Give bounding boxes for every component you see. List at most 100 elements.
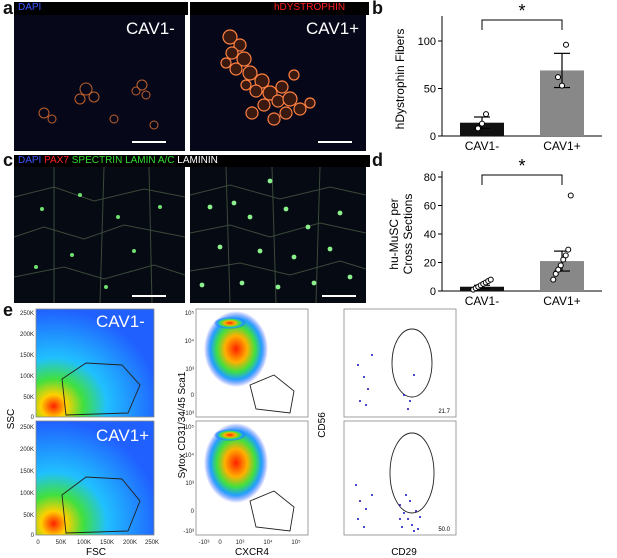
panel-label-d: d bbox=[372, 150, 383, 170]
ssc-tick: 0 bbox=[31, 533, 35, 539]
panel-label-c: c bbox=[3, 150, 14, 170]
cxcr4-axis-label: CXCR4 bbox=[235, 547, 269, 558]
scale-bar bbox=[322, 295, 356, 297]
fsc-tick: 250K bbox=[145, 540, 159, 546]
satellite-image-c-left bbox=[14, 167, 185, 303]
data-point bbox=[552, 270, 559, 277]
gate-value-bottom: 50.0 bbox=[438, 527, 450, 533]
ssc-tick: 50K bbox=[23, 513, 34, 519]
log-tick: -10³ bbox=[183, 411, 194, 417]
log-tick: 10⁵ bbox=[185, 310, 195, 317]
data-point bbox=[555, 74, 561, 81]
log-tick: 10⁴ bbox=[185, 452, 195, 459]
y-tick-label: 60 bbox=[424, 201, 436, 213]
fibers-image-a-right bbox=[190, 15, 366, 151]
chart-b: 0 50 100 hDystrophin Fibers CAV1- CAV1+ * bbox=[393, 1, 602, 153]
ssc-tick: 200K bbox=[20, 447, 34, 453]
stain-legend-a-right: hDYSTROPHIN bbox=[190, 2, 369, 15]
y-axis-label: hu-MuSC perCross Sections bbox=[387, 194, 415, 275]
stain-c-0: DAPI bbox=[18, 155, 42, 166]
fsc-tick: 50K bbox=[56, 540, 67, 546]
ssc-tick: 150K bbox=[20, 469, 34, 475]
fsc-tick: 150K bbox=[100, 540, 114, 546]
log-tick: -10³ bbox=[183, 529, 194, 535]
ssc-tick: 150K bbox=[20, 353, 34, 359]
data-point bbox=[483, 111, 489, 118]
ssc-tick: 0 bbox=[31, 415, 35, 421]
panel-label-b: b bbox=[372, 0, 383, 18]
panel-label-e: e bbox=[3, 300, 14, 320]
cxcr4-tick: 0 bbox=[218, 540, 222, 546]
x-tick-label: CAV1+ bbox=[543, 139, 580, 153]
stain-dapi-label: DAPI bbox=[18, 2, 42, 13]
panel-label-a: a bbox=[3, 0, 14, 18]
y-axis-label: hDystrophin Fibers bbox=[393, 29, 407, 130]
cav1-plus-label: CAV1+ bbox=[306, 19, 360, 38]
x-tick-label: CAV1+ bbox=[543, 294, 580, 308]
log-tick: 10³ bbox=[185, 367, 194, 373]
data-point bbox=[559, 82, 565, 89]
data-point bbox=[557, 262, 564, 269]
ssc-tick: 250K bbox=[20, 311, 34, 317]
data-point bbox=[479, 120, 485, 127]
sytox-axis-label: Sytox CD31/34/45 Sca1 bbox=[177, 371, 188, 478]
fsc-tick: 100K bbox=[77, 540, 91, 546]
sytox-cxcr4-plot-bottom bbox=[195, 420, 309, 536]
cd56-cd29-plot-bottom: 50.0 bbox=[343, 420, 457, 536]
fibers-image-a-left bbox=[14, 15, 185, 151]
significance-star: * bbox=[518, 1, 525, 21]
data-point bbox=[560, 256, 567, 263]
chart-d: 0 20 40 60 80 hu-MuSC perCross Sections CAV1- C… bbox=[387, 156, 602, 308]
fsc-tick: 200K bbox=[123, 540, 137, 546]
flow-cytometry-figure: SSC FSC Sytox CD31/34/45 Sca1 CXCR4 CD56… bbox=[6, 308, 457, 558]
y-tick-label: 40 bbox=[424, 229, 436, 241]
cav1-minus-label: CAV1- bbox=[126, 19, 175, 38]
fsc-ssc-plot-cav1-plus: CAV1+ bbox=[35, 420, 155, 536]
y-tick-label: 0 bbox=[430, 131, 436, 143]
ssc-tick: 100K bbox=[20, 374, 34, 380]
cd56-cd29-plot-top: 21.7 bbox=[343, 308, 457, 418]
log-tick: 10³ bbox=[185, 481, 194, 487]
satellite-image-c-right bbox=[190, 167, 366, 303]
data-point bbox=[567, 192, 574, 199]
stain-c-1: PAX7 bbox=[41, 155, 69, 166]
bar bbox=[460, 122, 504, 136]
data-point bbox=[555, 266, 562, 273]
cd56-axis-label: CD56 bbox=[317, 412, 328, 438]
log-tick: 10⁵ bbox=[185, 424, 195, 431]
ssc-tick: 50K bbox=[23, 395, 34, 401]
cxcr4-tick: 10⁵ bbox=[291, 539, 301, 546]
y-axis-label-line: Cross Sections bbox=[401, 194, 415, 275]
cxcr4-tick: 10⁴ bbox=[263, 539, 273, 546]
x-tick-label: CAV1- bbox=[465, 139, 499, 153]
y-tick-label: 80 bbox=[424, 172, 436, 184]
cxcr4-tick: -10³ bbox=[199, 540, 210, 546]
significance-star: * bbox=[518, 156, 525, 176]
stain-legend-a-left: DAPI bbox=[14, 2, 188, 15]
data-point bbox=[565, 246, 572, 253]
cxcr4-tick: 10³ bbox=[236, 540, 245, 546]
y-tick-label: 100 bbox=[418, 36, 436, 48]
fsc-label-cav1-plus: CAV1+ bbox=[96, 426, 149, 445]
stain-c-2: SPECTRIN LAMIN A/C bbox=[68, 155, 175, 166]
micrograph-c-right bbox=[190, 167, 366, 303]
micrograph-c-left bbox=[14, 167, 185, 303]
data-point bbox=[563, 41, 569, 48]
log-tick: 0 bbox=[191, 509, 195, 515]
ssc-tick: 200K bbox=[20, 332, 34, 338]
data-point bbox=[487, 276, 494, 283]
sytox-cxcr4-plot-top bbox=[195, 308, 309, 418]
scale-bar bbox=[132, 141, 166, 143]
fsc-axis-label: FSC bbox=[86, 547, 106, 558]
log-tick: 10⁴ bbox=[185, 338, 195, 345]
scale-bar bbox=[318, 141, 352, 143]
micrograph-cav1-plus: CAV1+ bbox=[190, 15, 366, 151]
fsc-ssc-plot-cav1-minus: CAV1- bbox=[35, 308, 155, 418]
data-point bbox=[475, 125, 481, 132]
ssc-tick: 250K bbox=[20, 425, 34, 431]
ssc-tick: 100K bbox=[20, 491, 34, 497]
x-tick-label: CAV1- bbox=[465, 294, 499, 308]
y-tick-label: 20 bbox=[424, 258, 436, 270]
y-tick-label: 50 bbox=[424, 84, 436, 96]
bar bbox=[460, 286, 504, 291]
